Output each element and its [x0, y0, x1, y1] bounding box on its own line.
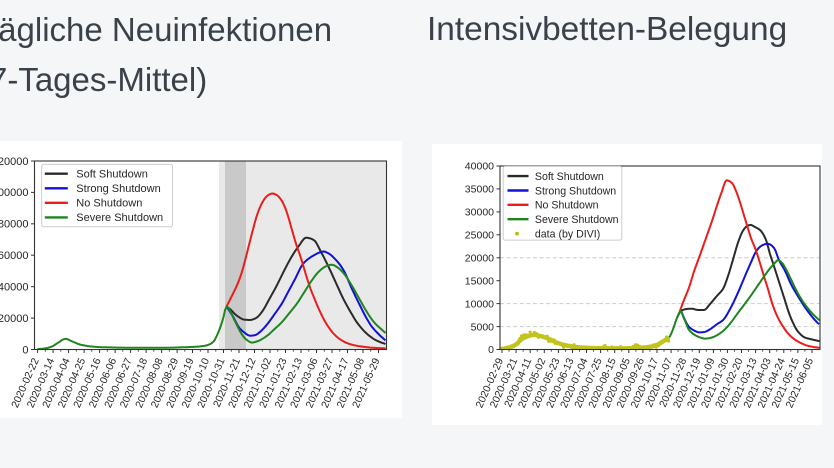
svg-text:Strong Shutdown: Strong Shutdown [76, 183, 160, 195]
svg-text:40000: 40000 [0, 282, 29, 294]
svg-text:10000: 10000 [465, 298, 494, 310]
svg-text:40000: 40000 [465, 161, 494, 173]
svg-text:Strong Shutdown: Strong Shutdown [535, 185, 616, 197]
svg-text:No Shutdown: No Shutdown [76, 198, 142, 210]
svg-text:120000: 120000 [0, 156, 29, 168]
svg-text:0: 0 [22, 344, 28, 356]
svg-text:60000: 60000 [0, 250, 29, 262]
svg-text:Soft Shutdown: Soft Shutdown [76, 169, 148, 181]
svg-text:Soft Shutdown: Soft Shutdown [535, 171, 604, 183]
svg-text:30000: 30000 [465, 207, 494, 219]
svg-text:20000: 20000 [465, 253, 494, 265]
svg-text:0: 0 [488, 344, 494, 356]
svg-text:100000: 100000 [0, 187, 29, 199]
svg-text:Severe Shutdown: Severe Shutdown [76, 212, 163, 224]
svg-text:No Shutdown: No Shutdown [535, 200, 599, 212]
svg-text:15000: 15000 [465, 275, 494, 287]
svg-text:5000: 5000 [471, 321, 495, 333]
svg-text:Severe Shutdown: Severe Shutdown [535, 214, 619, 226]
svg-text:35000: 35000 [465, 184, 494, 196]
svg-text:20000: 20000 [0, 313, 29, 325]
svg-text:80000: 80000 [0, 219, 29, 231]
svg-text:data (by DIVI): data (by DIVI) [535, 228, 600, 240]
svg-text:25000: 25000 [465, 230, 494, 242]
